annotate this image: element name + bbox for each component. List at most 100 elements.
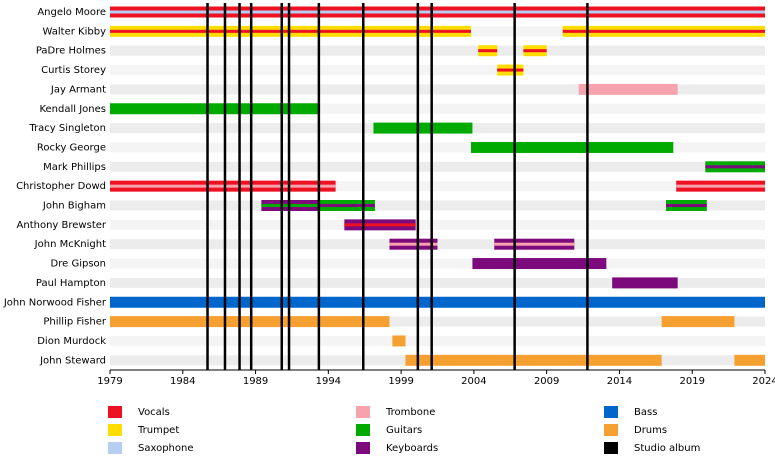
bar-main (405, 354, 662, 366)
member-bar (578, 83, 678, 95)
x-tick-label: 1979 (97, 376, 122, 387)
member-bar (478, 45, 498, 57)
row-band (110, 277, 765, 288)
bar-stripe (318, 204, 375, 207)
bar-stripe (389, 242, 438, 246)
legend-swatch (108, 406, 122, 418)
member-bar (472, 258, 607, 270)
legend-label: Studio album (634, 443, 700, 454)
member-bar (110, 180, 336, 192)
row-label: Dre Gipson (51, 259, 106, 270)
member-bar (494, 238, 575, 250)
bar-stripe (110, 10, 765, 14)
legend-swatch (108, 424, 122, 436)
member-bar (666, 200, 707, 211)
bar-main (373, 122, 473, 134)
member-bar (470, 141, 674, 153)
legend-label: Drums (634, 425, 667, 436)
member-bar (705, 161, 765, 173)
row-label: Phillip Fisher (43, 317, 107, 328)
row-band (110, 65, 765, 76)
row-label: Kendall Jones (39, 104, 106, 115)
member-bar (110, 6, 765, 18)
x-tick-label: 2019 (679, 376, 704, 387)
bar-main (661, 316, 735, 328)
row-label: John Norwood Fisher (3, 297, 107, 308)
legend-label: Bass (634, 407, 657, 418)
bar-main (110, 103, 319, 115)
bar-main (110, 316, 390, 328)
legend-label: Guitars (386, 425, 422, 436)
row-label: Paul Hampton (36, 278, 106, 289)
member-bar (110, 103, 319, 115)
member-bar (373, 122, 473, 134)
row-label: Angelo Moore (37, 7, 106, 18)
bar-main (472, 258, 607, 270)
legend-swatch (108, 442, 122, 454)
row-band (110, 161, 765, 172)
member-bar (389, 238, 438, 250)
bar-main (110, 296, 765, 308)
member-bar (661, 316, 735, 328)
bar-main (612, 277, 678, 289)
member-bar (523, 45, 547, 57)
bar-stripe (705, 165, 765, 169)
member-bar (110, 316, 390, 328)
x-tick-label: 1999 (388, 376, 413, 387)
x-tick-label: 2009 (534, 376, 559, 387)
row-label: PaDre Holmes (36, 46, 106, 57)
row-label: Dion Murdock (37, 336, 106, 347)
legend-swatch (356, 442, 370, 454)
x-tick-label: 1984 (170, 376, 195, 387)
bar-stripe (478, 49, 498, 53)
row-label: Curtis Storey (41, 65, 106, 76)
bar-stripe (497, 68, 524, 72)
row-label: John Bigham (42, 201, 106, 212)
row-label: Tracy Singleton (28, 123, 106, 134)
legend-label: Trumpet (137, 425, 179, 436)
row-band (110, 84, 765, 95)
row-band (110, 103, 765, 114)
row-label: John Steward (39, 355, 106, 366)
member-bar (405, 354, 662, 366)
x-tick-label: 1989 (243, 376, 268, 387)
bar-stripe (344, 223, 416, 227)
row-band (110, 316, 765, 327)
x-tick-label: 2014 (607, 376, 632, 387)
row-band (110, 219, 765, 230)
member-bar (562, 25, 765, 37)
x-tick-label: 2004 (461, 376, 486, 387)
row-label: Christopher Dowd (16, 181, 106, 192)
legend-label: Keyboards (386, 443, 438, 454)
bar-main (392, 335, 406, 347)
row-label: Anthony Brewster (17, 220, 107, 231)
bar-main (578, 83, 678, 95)
x-tick-label: 2024 (752, 376, 775, 387)
row-label: Mark Phillips (43, 162, 106, 173)
legend-swatch (604, 406, 618, 418)
row-label: John McKnight (34, 239, 106, 250)
bar-stripe (562, 29, 765, 33)
legend-label: Trombone (385, 407, 435, 418)
bar-stripe (523, 49, 547, 53)
member-bar (676, 180, 765, 192)
legend-label: Vocals (138, 407, 170, 418)
member-bar (392, 335, 406, 347)
member-bar (110, 296, 765, 308)
legend-label: Saxophone (138, 443, 194, 454)
legend-swatch (356, 424, 370, 436)
row-band (110, 142, 765, 153)
legend-swatch (604, 442, 618, 454)
row-band (110, 45, 765, 56)
row-label: Jay Armant (50, 84, 106, 95)
row-band (110, 258, 765, 269)
bar-stripe (110, 184, 336, 188)
bar-stripe (110, 29, 471, 33)
row-band (110, 181, 765, 192)
x-tick-label: 1994 (316, 376, 341, 387)
row-label: Rocky George (37, 142, 106, 153)
legend-swatch (604, 424, 618, 436)
member-bar (318, 200, 375, 211)
row-band (110, 335, 765, 346)
